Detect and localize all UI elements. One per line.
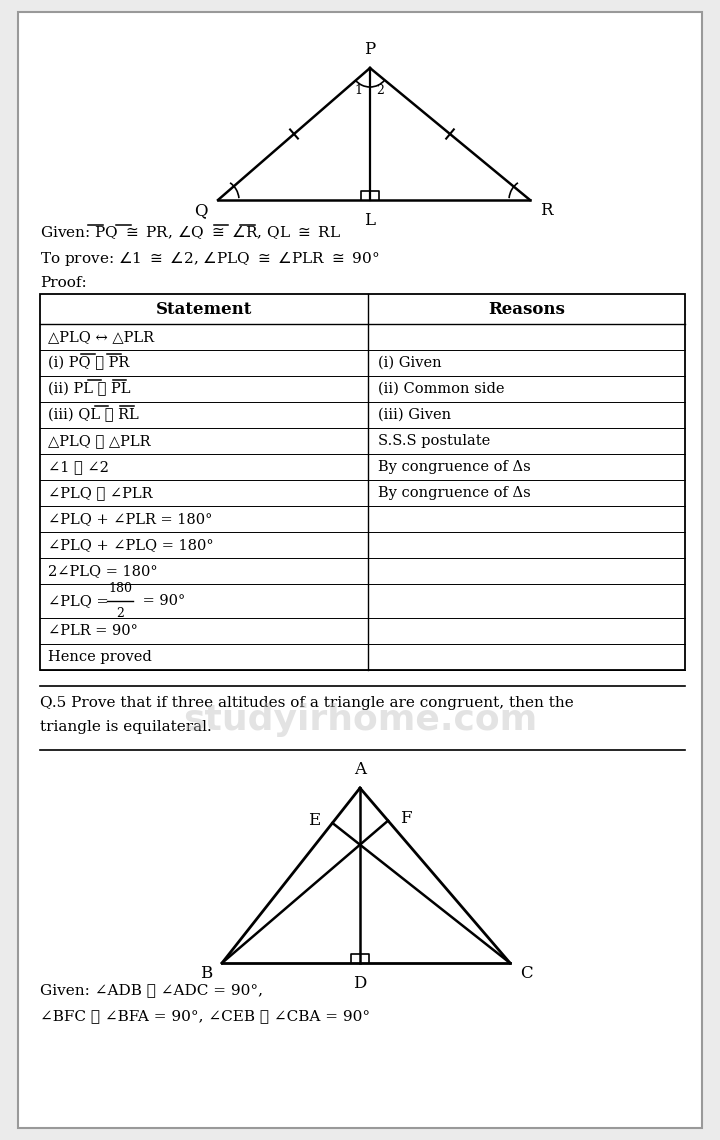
Text: By congruence of Δs: By congruence of Δs bbox=[378, 461, 531, 474]
Text: 2: 2 bbox=[376, 83, 384, 97]
Text: B: B bbox=[199, 964, 212, 982]
Text: Given: ∠ADB ≅ ∠ADC = 90°,: Given: ∠ADB ≅ ∠ADC = 90°, bbox=[40, 983, 263, 998]
Text: D: D bbox=[354, 975, 366, 992]
Text: By congruence of Δs: By congruence of Δs bbox=[378, 486, 531, 500]
Text: Proof:: Proof: bbox=[40, 276, 86, 290]
Text: ∠1 ≅ ∠2: ∠1 ≅ ∠2 bbox=[48, 461, 109, 474]
Text: ∠PLQ =: ∠PLQ = bbox=[48, 594, 113, 608]
Text: C: C bbox=[520, 964, 533, 982]
Text: triangle is equilateral.: triangle is equilateral. bbox=[40, 720, 212, 734]
Text: ∠PLR = 90°: ∠PLR = 90° bbox=[48, 624, 138, 638]
FancyBboxPatch shape bbox=[18, 13, 702, 1127]
Text: L: L bbox=[364, 212, 376, 229]
Text: studyirhome.com: studyirhome.com bbox=[183, 703, 537, 736]
Text: R: R bbox=[540, 202, 552, 219]
Text: Q.5 Prove that if three altitudes of a triangle are congruent, then the: Q.5 Prove that if three altitudes of a t… bbox=[40, 697, 574, 710]
Text: = 90°: = 90° bbox=[138, 594, 185, 608]
Text: Reasons: Reasons bbox=[488, 301, 565, 318]
Text: A: A bbox=[354, 762, 366, 777]
Text: Q: Q bbox=[194, 202, 208, 219]
Text: (ii) PL ≅ PL: (ii) PL ≅ PL bbox=[48, 382, 130, 396]
Text: 2∠PLQ = 180°: 2∠PLQ = 180° bbox=[48, 564, 158, 578]
Text: Hence proved: Hence proved bbox=[48, 650, 152, 663]
Text: 180: 180 bbox=[108, 583, 132, 595]
Text: F: F bbox=[400, 811, 412, 828]
Text: ∠PLQ + ∠PLQ = 180°: ∠PLQ + ∠PLQ = 180° bbox=[48, 538, 214, 552]
Text: To prove: $\angle$1 $\cong$ $\angle$2, $\angle$PLQ $\cong$ $\angle$PLR $\cong$ 9: To prove: $\angle$1 $\cong$ $\angle$2, $… bbox=[40, 250, 379, 268]
Text: ∠BFC ≅ ∠BFA = 90°, ∠CEB ≅ ∠CBA = 90°: ∠BFC ≅ ∠BFA = 90°, ∠CEB ≅ ∠CBA = 90° bbox=[40, 1009, 370, 1023]
Text: △PLQ ≅ △PLR: △PLQ ≅ △PLR bbox=[48, 434, 150, 448]
Text: S.S.S postulate: S.S.S postulate bbox=[378, 434, 490, 448]
Text: ∠PLQ ≅ ∠PLR: ∠PLQ ≅ ∠PLR bbox=[48, 486, 153, 500]
Text: (i) PQ ≅ PR: (i) PQ ≅ PR bbox=[48, 356, 130, 370]
Text: 1: 1 bbox=[354, 83, 362, 97]
Text: ∠PLQ + ∠PLR = 180°: ∠PLQ + ∠PLR = 180° bbox=[48, 512, 212, 526]
Text: Given: PQ $\cong$ PR, $\angle$Q $\cong$ $\angle$R, QL $\cong$ RL: Given: PQ $\cong$ PR, $\angle$Q $\cong$ … bbox=[40, 223, 341, 241]
Text: (i) Given: (i) Given bbox=[378, 356, 441, 370]
Text: △PLQ ↔ △PLR: △PLQ ↔ △PLR bbox=[48, 329, 154, 344]
Text: (iii) QL ≅ RL: (iii) QL ≅ RL bbox=[48, 408, 139, 422]
Text: E: E bbox=[308, 813, 320, 830]
Text: 2: 2 bbox=[116, 606, 124, 620]
Text: (iii) Given: (iii) Given bbox=[378, 408, 451, 422]
Text: P: P bbox=[364, 41, 376, 58]
Text: Statement: Statement bbox=[156, 301, 252, 318]
Bar bbox=[40, 294, 685, 670]
Text: (ii) Common side: (ii) Common side bbox=[378, 382, 505, 396]
